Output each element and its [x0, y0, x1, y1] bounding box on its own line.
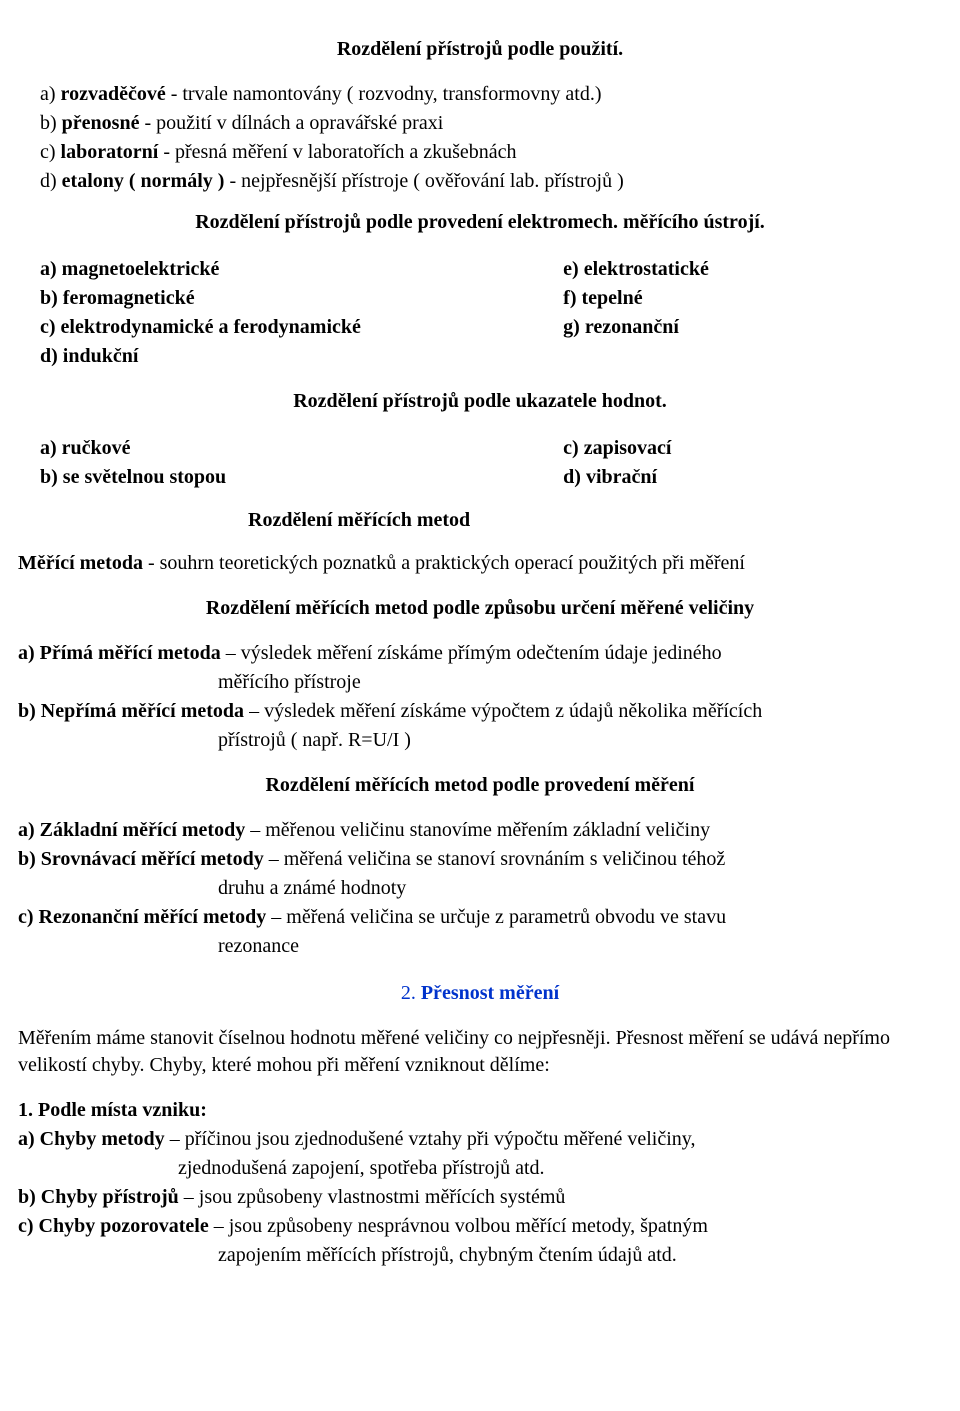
list3-left-col: a) ručkové b) se světelnou stopou — [40, 433, 563, 493]
list7-c-bold: Chyby pozorovatele — [39, 1215, 209, 1237]
list5-a-text: – výsledek měření získáme přímým odečten… — [221, 642, 722, 664]
list5-b-text: – výsledek měření získáme výpočtem z úda… — [244, 700, 762, 722]
list7-title: 1. Podle místa vzniku: — [18, 1097, 942, 1124]
list7-c-text: – jsou způsobeny nesprávnou volbou měříc… — [209, 1215, 708, 1237]
list7-a-label: a) — [18, 1128, 35, 1150]
list6-a-label: a) — [18, 819, 35, 841]
list6-a-text: – měřenou veličinu stanovíme měřením zák… — [245, 819, 710, 841]
list6-b-label: b) — [18, 848, 36, 870]
list1-b-label: b) — [40, 112, 57, 134]
list1-d: d) etalony ( normály ) - nejpřesnější př… — [40, 168, 942, 195]
list7-a-text: – příčinou jsou zjednodušené vztahy při … — [165, 1128, 696, 1150]
list5-b-bold: Nepřímá měřící metoda — [41, 700, 244, 722]
list3-a: a) ručkové — [40, 435, 563, 462]
list1-a: a) rozvaděčové - trvale namontovány ( ro… — [40, 81, 942, 108]
list7-b-bold: Chyby přístrojů — [41, 1186, 179, 1208]
section-title-4: Rozdělení měřících metod — [248, 507, 942, 534]
section-title-6: Rozdělení měřících metod podle provedení… — [18, 772, 942, 799]
list-2: a) magnetoelektrické b) feromagnetické c… — [18, 254, 942, 372]
list6-b-indent: druhu a známé hodnoty — [18, 875, 942, 902]
list7-b-label: b) — [18, 1186, 36, 1208]
list3-c: c) zapisovací — [563, 435, 942, 462]
list1-c-label: c) — [40, 141, 56, 163]
list1-b: b) přenosné - použití v dílnách a opravá… — [40, 110, 942, 137]
list6-c: c) Rezonanční měřící metody – měřená vel… — [18, 904, 942, 931]
list-6: a) Základní měřící metody – měřenou veli… — [18, 817, 942, 960]
list1-c: c) laboratorní - přesná měření v laborat… — [40, 139, 942, 166]
list1-b-text: - použití v dílnách a opravářské praxi — [139, 112, 443, 134]
para1-bold: Měřící metoda — [18, 552, 143, 574]
title7-num: 2. — [401, 982, 416, 1004]
list3-d: d) vibrační — [563, 464, 942, 491]
list-7: a) Chyby metody – příčinou jsou zjednodu… — [18, 1126, 942, 1269]
list-5: a) Přímá měřící metoda – výsledek měření… — [18, 640, 942, 754]
list2-c: c) elektrodynamické a ferodynamické — [40, 314, 563, 341]
list7-b-text: – jsou způsobeny vlastnostmi měřících sy… — [179, 1186, 566, 1208]
list7-c: c) Chyby pozorovatele – jsou způsobeny n… — [18, 1213, 942, 1240]
list1-a-label: a) — [40, 83, 56, 105]
list7-b: b) Chyby přístrojů – jsou způsobeny vlas… — [18, 1184, 942, 1211]
list5-a: a) Přímá měřící metoda – výsledek měření… — [18, 640, 942, 667]
list-1: a) rozvaděčové - trvale namontovány ( ro… — [18, 81, 942, 195]
list6-a-bold: Základní měřící metody — [40, 819, 246, 841]
list2-e: e) elektrostatické — [563, 256, 942, 283]
list1-b-bold: přenosné — [62, 112, 140, 134]
list1-d-bold: etalony ( normály ) — [62, 170, 225, 192]
list7-c-label: c) — [18, 1215, 34, 1237]
list6-b: b) Srovnávací měřící metody – měřená vel… — [18, 846, 942, 873]
list1-c-text: - přesná měření v laboratořích a zkušebn… — [158, 141, 516, 163]
list1-a-bold: rozvaděčové — [61, 83, 166, 105]
para1-text: - souhrn teoretických poznatků a praktic… — [143, 552, 745, 574]
list6-a: a) Základní měřící metody – měřenou veli… — [18, 817, 942, 844]
list2-g: g) rezonanční — [563, 314, 942, 341]
section-title-2: Rozdělení přístrojů podle provedení elek… — [18, 209, 942, 236]
list1-a-text: - trvale namontovány ( rozvodny, transfo… — [166, 83, 602, 105]
section-title-1: Rozdělení přístrojů podle použití. — [18, 36, 942, 63]
list3-b: b) se světelnou stopou — [40, 464, 563, 491]
title7-text: Přesnost měření — [416, 982, 559, 1004]
list6-c-bold: Rezonanční měřící metody — [39, 906, 267, 928]
list6-c-indent: rezonance — [18, 933, 942, 960]
list2-left-col: a) magnetoelektrické b) feromagnetické c… — [40, 254, 563, 372]
list5-b: b) Nepřímá měřící metoda – výsledek měře… — [18, 698, 942, 725]
list5-b-indent: přístrojů ( např. R=U/I ) — [18, 727, 942, 754]
list2-right-col: e) elektrostatické f) tepelné g) rezonan… — [563, 254, 942, 343]
list2-a: a) magnetoelektrické — [40, 256, 563, 283]
list7-a: a) Chyby metody – příčinou jsou zjednodu… — [18, 1126, 942, 1153]
list6-b-bold: Srovnávací měřící metody — [41, 848, 264, 870]
list6-c-label: c) — [18, 906, 34, 928]
list7-a-indent: zjednodušená zapojení, spotřeba přístroj… — [18, 1155, 942, 1182]
section-title-3: Rozdělení přístrojů podle ukazatele hodn… — [18, 388, 942, 415]
list1-d-label: d) — [40, 170, 57, 192]
list5-a-label: a) — [18, 642, 35, 664]
list7-a-bold: Chyby metody — [40, 1128, 165, 1150]
section-title-7: 2. Přesnost měření — [18, 980, 942, 1007]
list5-a-indent: měřícího přístroje — [18, 669, 942, 696]
list2-b: b) feromagnetické — [40, 285, 563, 312]
list6-c-text: – měřená veličina se určuje z parametrů … — [266, 906, 726, 928]
para-mericimetoda: Měřící metoda - souhrn teoretických pozn… — [18, 550, 942, 577]
list5-b-label: b) — [18, 700, 36, 722]
section-title-5: Rozdělení měřících metod podle způsobu u… — [18, 595, 942, 622]
list2-f: f) tepelné — [563, 285, 942, 312]
list5-a-bold: Přímá měřící metoda — [40, 642, 221, 664]
list1-d-text: - nejpřesnější přístroje ( ověřování lab… — [224, 170, 623, 192]
list1-c-bold: laboratorní — [61, 141, 159, 163]
list7-c-indent: zapojením měřících přístrojů, chybným čt… — [18, 1242, 942, 1269]
list3-right-col: c) zapisovací d) vibrační — [563, 433, 942, 493]
list6-b-text: – měřená veličina se stanoví srovnáním s… — [264, 848, 726, 870]
para-presnost: Měřením máme stanovit číselnou hodnotu m… — [18, 1025, 942, 1079]
list2-d: d) indukční — [40, 343, 563, 370]
list-3: a) ručkové b) se světelnou stopou c) zap… — [18, 433, 942, 493]
